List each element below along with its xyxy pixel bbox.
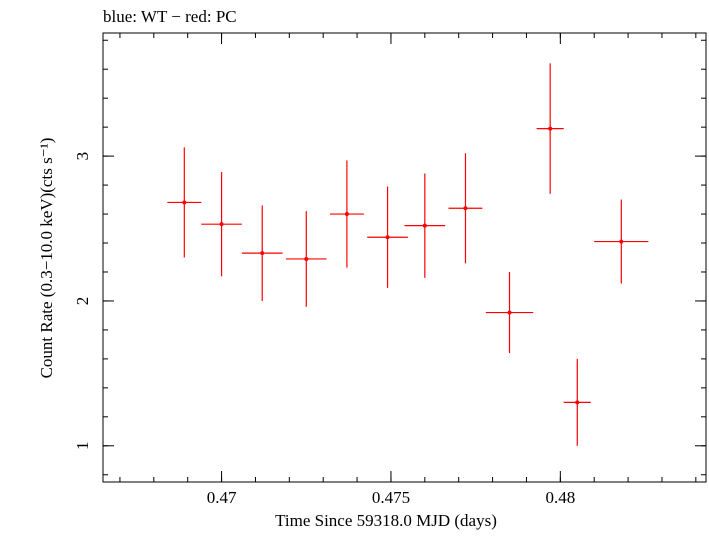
point-marker bbox=[344, 212, 349, 217]
y-tick-labels: 1 2 3 bbox=[73, 152, 92, 450]
data-point bbox=[448, 153, 483, 264]
x-tick-label: 0.475 bbox=[372, 488, 410, 507]
point-marker bbox=[385, 235, 390, 240]
data-marks bbox=[167, 63, 649, 446]
x-tick-label: 0.47 bbox=[207, 488, 237, 507]
data-point bbox=[329, 160, 364, 268]
point-marker bbox=[463, 206, 468, 211]
data-point bbox=[167, 147, 202, 258]
y-axis-label: Count Rate (0.3−10.0 keV)(cts s⁻¹) bbox=[37, 138, 56, 379]
point-marker bbox=[219, 222, 224, 227]
data-point bbox=[404, 173, 446, 278]
axis-ticks bbox=[103, 33, 706, 482]
data-point bbox=[285, 211, 327, 307]
point-marker bbox=[260, 251, 265, 256]
x-tick-labels: 0.47 0.475 0.48 bbox=[207, 488, 576, 507]
data-point bbox=[367, 186, 408, 288]
data-point bbox=[536, 63, 564, 194]
plot-frame bbox=[102, 32, 707, 483]
point-marker bbox=[507, 310, 512, 315]
point-marker bbox=[575, 400, 580, 405]
y-tick-label: 3 bbox=[73, 152, 92, 161]
y-tick-label: 1 bbox=[73, 442, 92, 451]
data-point bbox=[201, 172, 242, 277]
data-point bbox=[563, 358, 591, 446]
chart-title: blue: WT − red: PC bbox=[103, 7, 237, 26]
point-marker bbox=[619, 239, 624, 244]
y-tick-label: 2 bbox=[73, 297, 92, 306]
x-tick-label: 0.48 bbox=[545, 488, 575, 507]
data-point bbox=[594, 199, 649, 284]
point-marker bbox=[304, 256, 309, 261]
point-marker bbox=[548, 126, 553, 131]
point-marker bbox=[182, 200, 187, 205]
data-point bbox=[485, 271, 534, 354]
data-point bbox=[241, 205, 283, 301]
x-axis-label: Time Since 59318.0 MJD (days) bbox=[275, 511, 497, 530]
point-marker bbox=[422, 223, 427, 228]
